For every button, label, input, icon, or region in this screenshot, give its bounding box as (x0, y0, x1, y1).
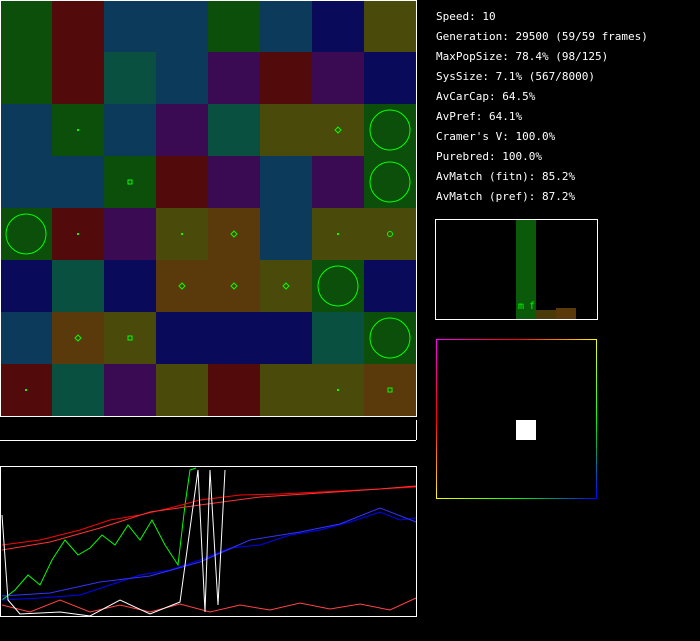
cell (312, 312, 364, 364)
stat-line: AvMatch (fitn): 85.2% (436, 170, 575, 183)
cell (104, 312, 156, 364)
stat-line: AvCarCap: 64.5% (436, 90, 536, 103)
cell (312, 0, 364, 52)
agent (230, 282, 238, 290)
cell (0, 0, 52, 52)
stat-line: Cramer's V: 100.0% (436, 130, 556, 143)
stat-line: MaxPopSize: 78.4% (98/125) (436, 50, 608, 63)
agent (337, 389, 339, 391)
cell (208, 156, 260, 208)
cell (52, 0, 104, 52)
cell (208, 312, 260, 364)
cell (208, 52, 260, 104)
agent (127, 335, 133, 341)
hist-label: m (518, 301, 524, 312)
cell (156, 364, 208, 416)
agent (77, 129, 79, 131)
stat-line: AvPref: 64.1% (436, 110, 522, 123)
cell (156, 156, 208, 208)
cell (156, 104, 208, 156)
cell (156, 0, 208, 52)
agent (334, 126, 342, 134)
cell (364, 312, 416, 364)
cell (0, 52, 52, 104)
cell (52, 260, 104, 312)
agent (369, 109, 411, 151)
cell (364, 208, 416, 260)
cell (364, 260, 416, 312)
cell (364, 0, 416, 52)
stat-line: Generation: 29500 (59/59 frames) (436, 30, 648, 43)
agent (25, 389, 27, 391)
cell (260, 104, 312, 156)
grid-border (0, 0, 417, 417)
cell (104, 260, 156, 312)
stat-line: Purebred: 100.0% (436, 150, 542, 163)
cell (52, 156, 104, 208)
cell (104, 364, 156, 416)
cell (312, 156, 364, 208)
cell (364, 364, 416, 416)
cell (364, 52, 416, 104)
cell (0, 208, 52, 260)
stats-panel: Speed: 10 Generation: 29500 (59/59 frames… (436, 10, 648, 203)
history-plot (0, 466, 417, 617)
cell (260, 312, 312, 364)
cell (104, 156, 156, 208)
cell (260, 364, 312, 416)
cell (260, 0, 312, 52)
stat-line: AvMatch (pref): 87.2% (436, 190, 575, 203)
world-grid (0, 0, 416, 416)
cell (208, 104, 260, 156)
cell (260, 156, 312, 208)
cell (52, 52, 104, 104)
agent (181, 233, 183, 235)
cell (208, 260, 260, 312)
agent (74, 334, 82, 342)
cell (312, 52, 364, 104)
histogram: m f (435, 219, 598, 320)
cell (104, 52, 156, 104)
cell (312, 104, 364, 156)
agent (337, 233, 339, 235)
cell (208, 208, 260, 260)
cell (156, 52, 208, 104)
cell (208, 364, 260, 416)
cell (156, 312, 208, 364)
cell (0, 312, 52, 364)
cell (364, 104, 416, 156)
agent (127, 179, 133, 185)
cell (312, 260, 364, 312)
cell (104, 0, 156, 52)
stat-line: Speed: 10 (436, 10, 496, 23)
cell (208, 0, 260, 52)
agent (282, 282, 290, 290)
agent (317, 265, 359, 307)
agent (230, 230, 238, 238)
preference-map (436, 339, 597, 499)
cell (0, 104, 52, 156)
cell (52, 364, 104, 416)
agent (5, 213, 47, 255)
hist-label: f (529, 301, 535, 312)
cell (260, 52, 312, 104)
cell (364, 156, 416, 208)
cell (156, 260, 208, 312)
stat-line: SysSize: 7.1% (567/8000) (436, 70, 595, 83)
cell (104, 104, 156, 156)
cell (52, 312, 104, 364)
cell (0, 156, 52, 208)
agent (77, 233, 79, 235)
cell (0, 260, 52, 312)
agent (369, 317, 411, 359)
cell (104, 208, 156, 260)
cell (260, 208, 312, 260)
agent (387, 387, 393, 393)
cell (260, 260, 312, 312)
agent (178, 282, 186, 290)
agent (369, 161, 411, 203)
agent (387, 231, 393, 237)
